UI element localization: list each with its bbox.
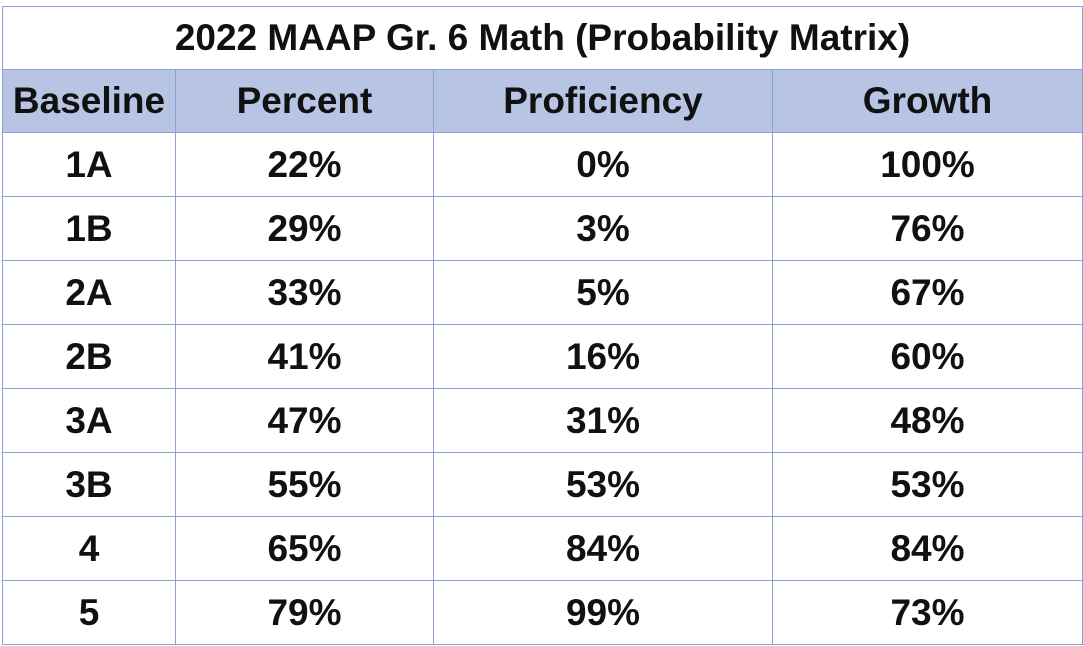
baseline-cell: 2B xyxy=(2,324,176,389)
percent-cell: 22% xyxy=(175,132,434,197)
growth-cell: 60% xyxy=(771,324,1083,389)
growth-cell: 67% xyxy=(771,260,1083,325)
table-header-row: Baseline Percent Proficiency Growth xyxy=(2,69,1083,133)
table-row: 5 79% 99% 73% xyxy=(2,580,1083,645)
percent-cell: 65% xyxy=(175,516,434,581)
table-row: 1A 22% 0% 100% xyxy=(2,132,1083,197)
baseline-cell: 1B xyxy=(2,196,176,261)
baseline-cell: 3B xyxy=(2,452,176,517)
table-title: 2022 MAAP Gr. 6 Math (Probability Matrix… xyxy=(1,6,1083,70)
proficiency-cell: 5% xyxy=(433,260,773,325)
header-baseline: Baseline xyxy=(2,69,176,133)
growth-cell: 48% xyxy=(771,388,1083,453)
proficiency-cell: 0% xyxy=(433,132,773,197)
header-proficiency: Proficiency xyxy=(433,69,773,133)
baseline-cell: 1A xyxy=(2,132,176,197)
table-row: 4 65% 84% 84% xyxy=(2,516,1083,581)
table-row: 3B 55% 53% 53% xyxy=(2,452,1083,517)
proficiency-cell: 99% xyxy=(433,580,773,645)
growth-cell: 84% xyxy=(771,516,1083,581)
baseline-cell: 4 xyxy=(2,516,176,581)
table-row: 2B 41% 16% 60% xyxy=(2,324,1083,389)
proficiency-cell: 84% xyxy=(433,516,773,581)
table-row: 2A 33% 5% 67% xyxy=(2,260,1083,325)
baseline-cell: 2A xyxy=(2,260,176,325)
probability-matrix-table: 2022 MAAP Gr. 6 Math (Probability Matrix… xyxy=(1,6,1083,645)
percent-cell: 41% xyxy=(175,324,434,389)
growth-cell: 53% xyxy=(771,452,1083,517)
baseline-cell: 5 xyxy=(2,580,176,645)
percent-cell: 47% xyxy=(175,388,434,453)
growth-cell: 100% xyxy=(771,132,1083,197)
table-row: 1B 29% 3% 76% xyxy=(2,196,1083,261)
percent-cell: 79% xyxy=(175,580,434,645)
table-title-row: 2022 MAAP Gr. 6 Math (Probability Matrix… xyxy=(1,6,1083,70)
header-growth: Growth xyxy=(771,69,1083,133)
percent-cell: 55% xyxy=(175,452,434,517)
percent-cell: 29% xyxy=(175,196,434,261)
growth-cell: 73% xyxy=(771,580,1083,645)
proficiency-cell: 31% xyxy=(433,388,773,453)
baseline-cell: 3A xyxy=(2,388,176,453)
proficiency-cell: 16% xyxy=(433,324,773,389)
proficiency-cell: 3% xyxy=(433,196,773,261)
percent-cell: 33% xyxy=(175,260,434,325)
table-row: 3A 47% 31% 48% xyxy=(2,388,1083,453)
header-percent: Percent xyxy=(175,69,434,133)
proficiency-cell: 53% xyxy=(433,452,773,517)
growth-cell: 76% xyxy=(771,196,1083,261)
